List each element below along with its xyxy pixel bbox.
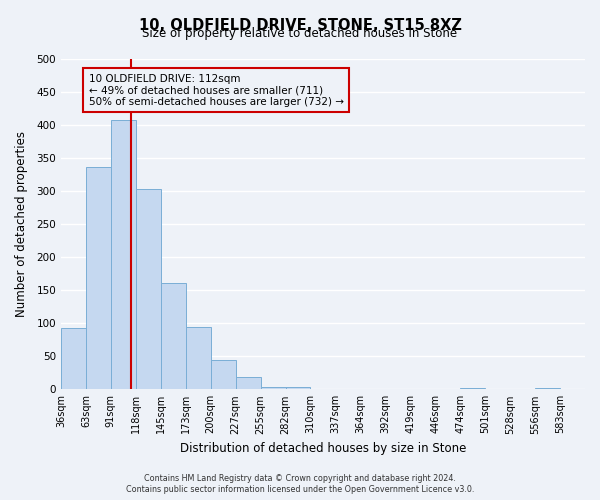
Text: Size of property relative to detached houses in Stone: Size of property relative to detached ho…: [142, 28, 458, 40]
Bar: [260, 388, 286, 390]
X-axis label: Distribution of detached houses by size in Stone: Distribution of detached houses by size …: [180, 442, 466, 455]
Bar: [211, 360, 236, 390]
Bar: [136, 189, 161, 390]
Bar: [161, 283, 186, 390]
Bar: [86, 168, 111, 390]
Bar: [286, 388, 310, 390]
Y-axis label: Number of detached properties: Number of detached properties: [15, 131, 28, 317]
Bar: [61, 328, 86, 390]
Bar: [535, 388, 560, 390]
Bar: [460, 388, 485, 390]
Bar: [236, 378, 260, 390]
Bar: [111, 120, 136, 390]
Text: 10, OLDFIELD DRIVE, STONE, ST15 8XZ: 10, OLDFIELD DRIVE, STONE, ST15 8XZ: [139, 18, 461, 32]
Text: Contains HM Land Registry data © Crown copyright and database right 2024.
Contai: Contains HM Land Registry data © Crown c…: [126, 474, 474, 494]
Text: 10 OLDFIELD DRIVE: 112sqm
← 49% of detached houses are smaller (711)
50% of semi: 10 OLDFIELD DRIVE: 112sqm ← 49% of detac…: [89, 74, 344, 106]
Bar: [186, 326, 211, 390]
